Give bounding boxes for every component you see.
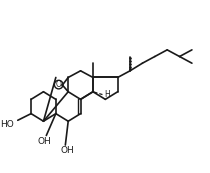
Text: H: H	[104, 90, 110, 99]
Text: O: O	[56, 80, 62, 89]
Text: HO: HO	[0, 120, 14, 129]
Text: OH: OH	[60, 146, 74, 155]
Text: OH: OH	[38, 137, 51, 146]
